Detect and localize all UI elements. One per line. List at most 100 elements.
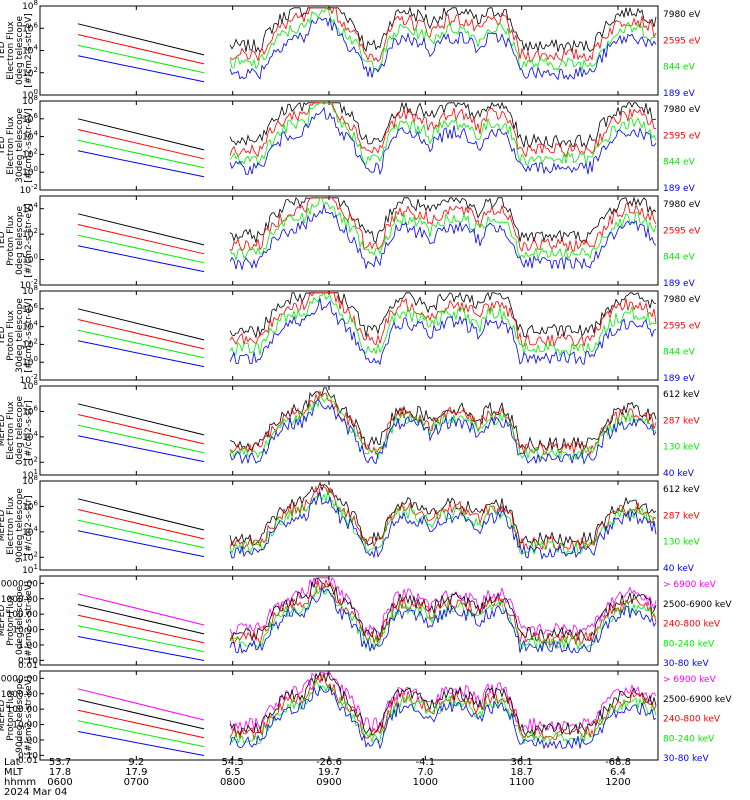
legend-entry: 130 keV (663, 443, 700, 453)
series-line (229, 578, 657, 646)
panel-frame (39, 575, 659, 666)
y-axis-label: MEPEDElectron Flux90deg telescope[#/cm2-… (0, 488, 34, 563)
series-line (77, 213, 205, 246)
x-tick-hhmm: 1000 (413, 777, 438, 788)
series-line (229, 7, 656, 72)
x-tick-lat: -26.6 (316, 757, 342, 768)
series-line (77, 530, 205, 558)
legend-entry: 80-240 keV (663, 734, 715, 744)
y-axis-label: TEDProton Flux0deg telescope[#/cm2-s-str… (0, 203, 34, 278)
series-line (229, 389, 657, 457)
x-row-label-lat: Lat (4, 757, 20, 768)
series-line (77, 150, 205, 178)
x-date-label: 2024 Mar 04 (4, 787, 67, 798)
y-tick-label: 0.01 (18, 756, 38, 766)
series-line (77, 636, 205, 661)
y-axis-label: TEDElectron Flux0deg telescope[#/cm2-s-s… (0, 13, 34, 88)
series-line (77, 604, 205, 635)
x-tick-lat: -68.8 (605, 757, 631, 768)
series-line (229, 678, 657, 746)
y-tick-label: 108 (22, 0, 38, 12)
legend-entry: 2595 eV (663, 36, 701, 46)
x-tick-mlt: 19.7 (318, 767, 340, 778)
series-line (77, 329, 205, 359)
series-line (77, 688, 205, 721)
y-tick-label: 1000.00 (1, 690, 38, 700)
series-line (229, 291, 657, 339)
series-line (77, 498, 205, 531)
series-line (229, 204, 657, 271)
series-line (229, 671, 657, 737)
legend-entry: 189 eV (663, 89, 696, 99)
x-row-label-hhmm: hhmm (4, 777, 36, 788)
series-line (229, 393, 657, 461)
legend-entry: 612 keV (663, 390, 700, 400)
legend-entry: 7980 eV (663, 200, 701, 210)
y-tick-label: 100.00 (7, 610, 39, 620)
legend-entry: 240-800 keV (663, 715, 721, 725)
x-tick-lat: 53.7 (49, 757, 71, 768)
legend-entry: 7980 eV (663, 295, 701, 305)
series-line (229, 102, 657, 167)
legend-entry: 189 eV (663, 374, 696, 384)
legend-entry: 2595 eV (663, 131, 701, 141)
y-axis-label: MEPEDProton Flux90deg telescope[#/cm2-s-… (0, 676, 34, 755)
panel-frame (39, 385, 659, 476)
x-tick-mlt: 7.0 (417, 767, 433, 778)
x-tick-mlt: 17.9 (125, 767, 147, 778)
series-line (229, 685, 657, 750)
legend-entry: 189 eV (663, 279, 696, 289)
legend-entry: 287 keV (663, 511, 700, 521)
series-line (77, 593, 205, 626)
series-line (229, 586, 657, 654)
series-line (77, 319, 205, 350)
y-tick-label: 10.00 (12, 721, 38, 731)
series-line (77, 403, 205, 436)
series-line (77, 55, 205, 83)
x-row-label-mlt: MLT (4, 767, 24, 778)
series-line (229, 17, 657, 81)
y-tick-label: 10-2 (20, 183, 38, 196)
series-line (77, 414, 205, 445)
series-line (229, 483, 657, 551)
y-tick-label: 101 (22, 563, 38, 576)
series-line (229, 491, 657, 560)
series-line (229, 197, 657, 261)
legend-entry: 287 keV (663, 416, 700, 426)
legend-entry: 30-80 keV (663, 754, 709, 764)
series-line (77, 234, 205, 264)
series-line (77, 435, 205, 463)
x-tick-lat: 9.2 (128, 757, 144, 768)
series-line (229, 481, 657, 547)
series-line (229, 6, 657, 54)
y-axis-label: TEDElectron Flux30deg telescope[#/cm2-s-… (0, 108, 34, 183)
legend-entry: 189 eV (663, 184, 696, 194)
x-tick-hhmm: 1100 (509, 777, 534, 788)
legend-entry: 80-240 keV (663, 639, 715, 649)
series-line (229, 106, 657, 176)
series-line (229, 672, 657, 732)
y-tick-label: 1.00 (18, 736, 38, 746)
series-line (229, 674, 657, 741)
legend-entry: 844 eV (663, 348, 696, 358)
y-tick-label: 10000.00 (0, 579, 38, 589)
series-line (77, 709, 205, 739)
y-tick-label: 0.10 (18, 656, 38, 666)
legend-entry: 40 keV (663, 469, 695, 479)
legend-entry: > 6900 keV (663, 580, 717, 590)
y-tick-label: 1000.00 (1, 595, 38, 605)
x-tick-hhmm: 0700 (124, 777, 149, 788)
x-tick-hhmm: 1200 (605, 777, 630, 788)
series-line (77, 44, 205, 74)
x-tick-lat: 36.1 (511, 757, 533, 768)
legend-entry: > 6900 keV (663, 675, 717, 685)
legend-entry: 612 keV (663, 485, 700, 495)
series-line (229, 577, 657, 642)
panel-frame (39, 5, 659, 96)
series-line (77, 625, 205, 653)
